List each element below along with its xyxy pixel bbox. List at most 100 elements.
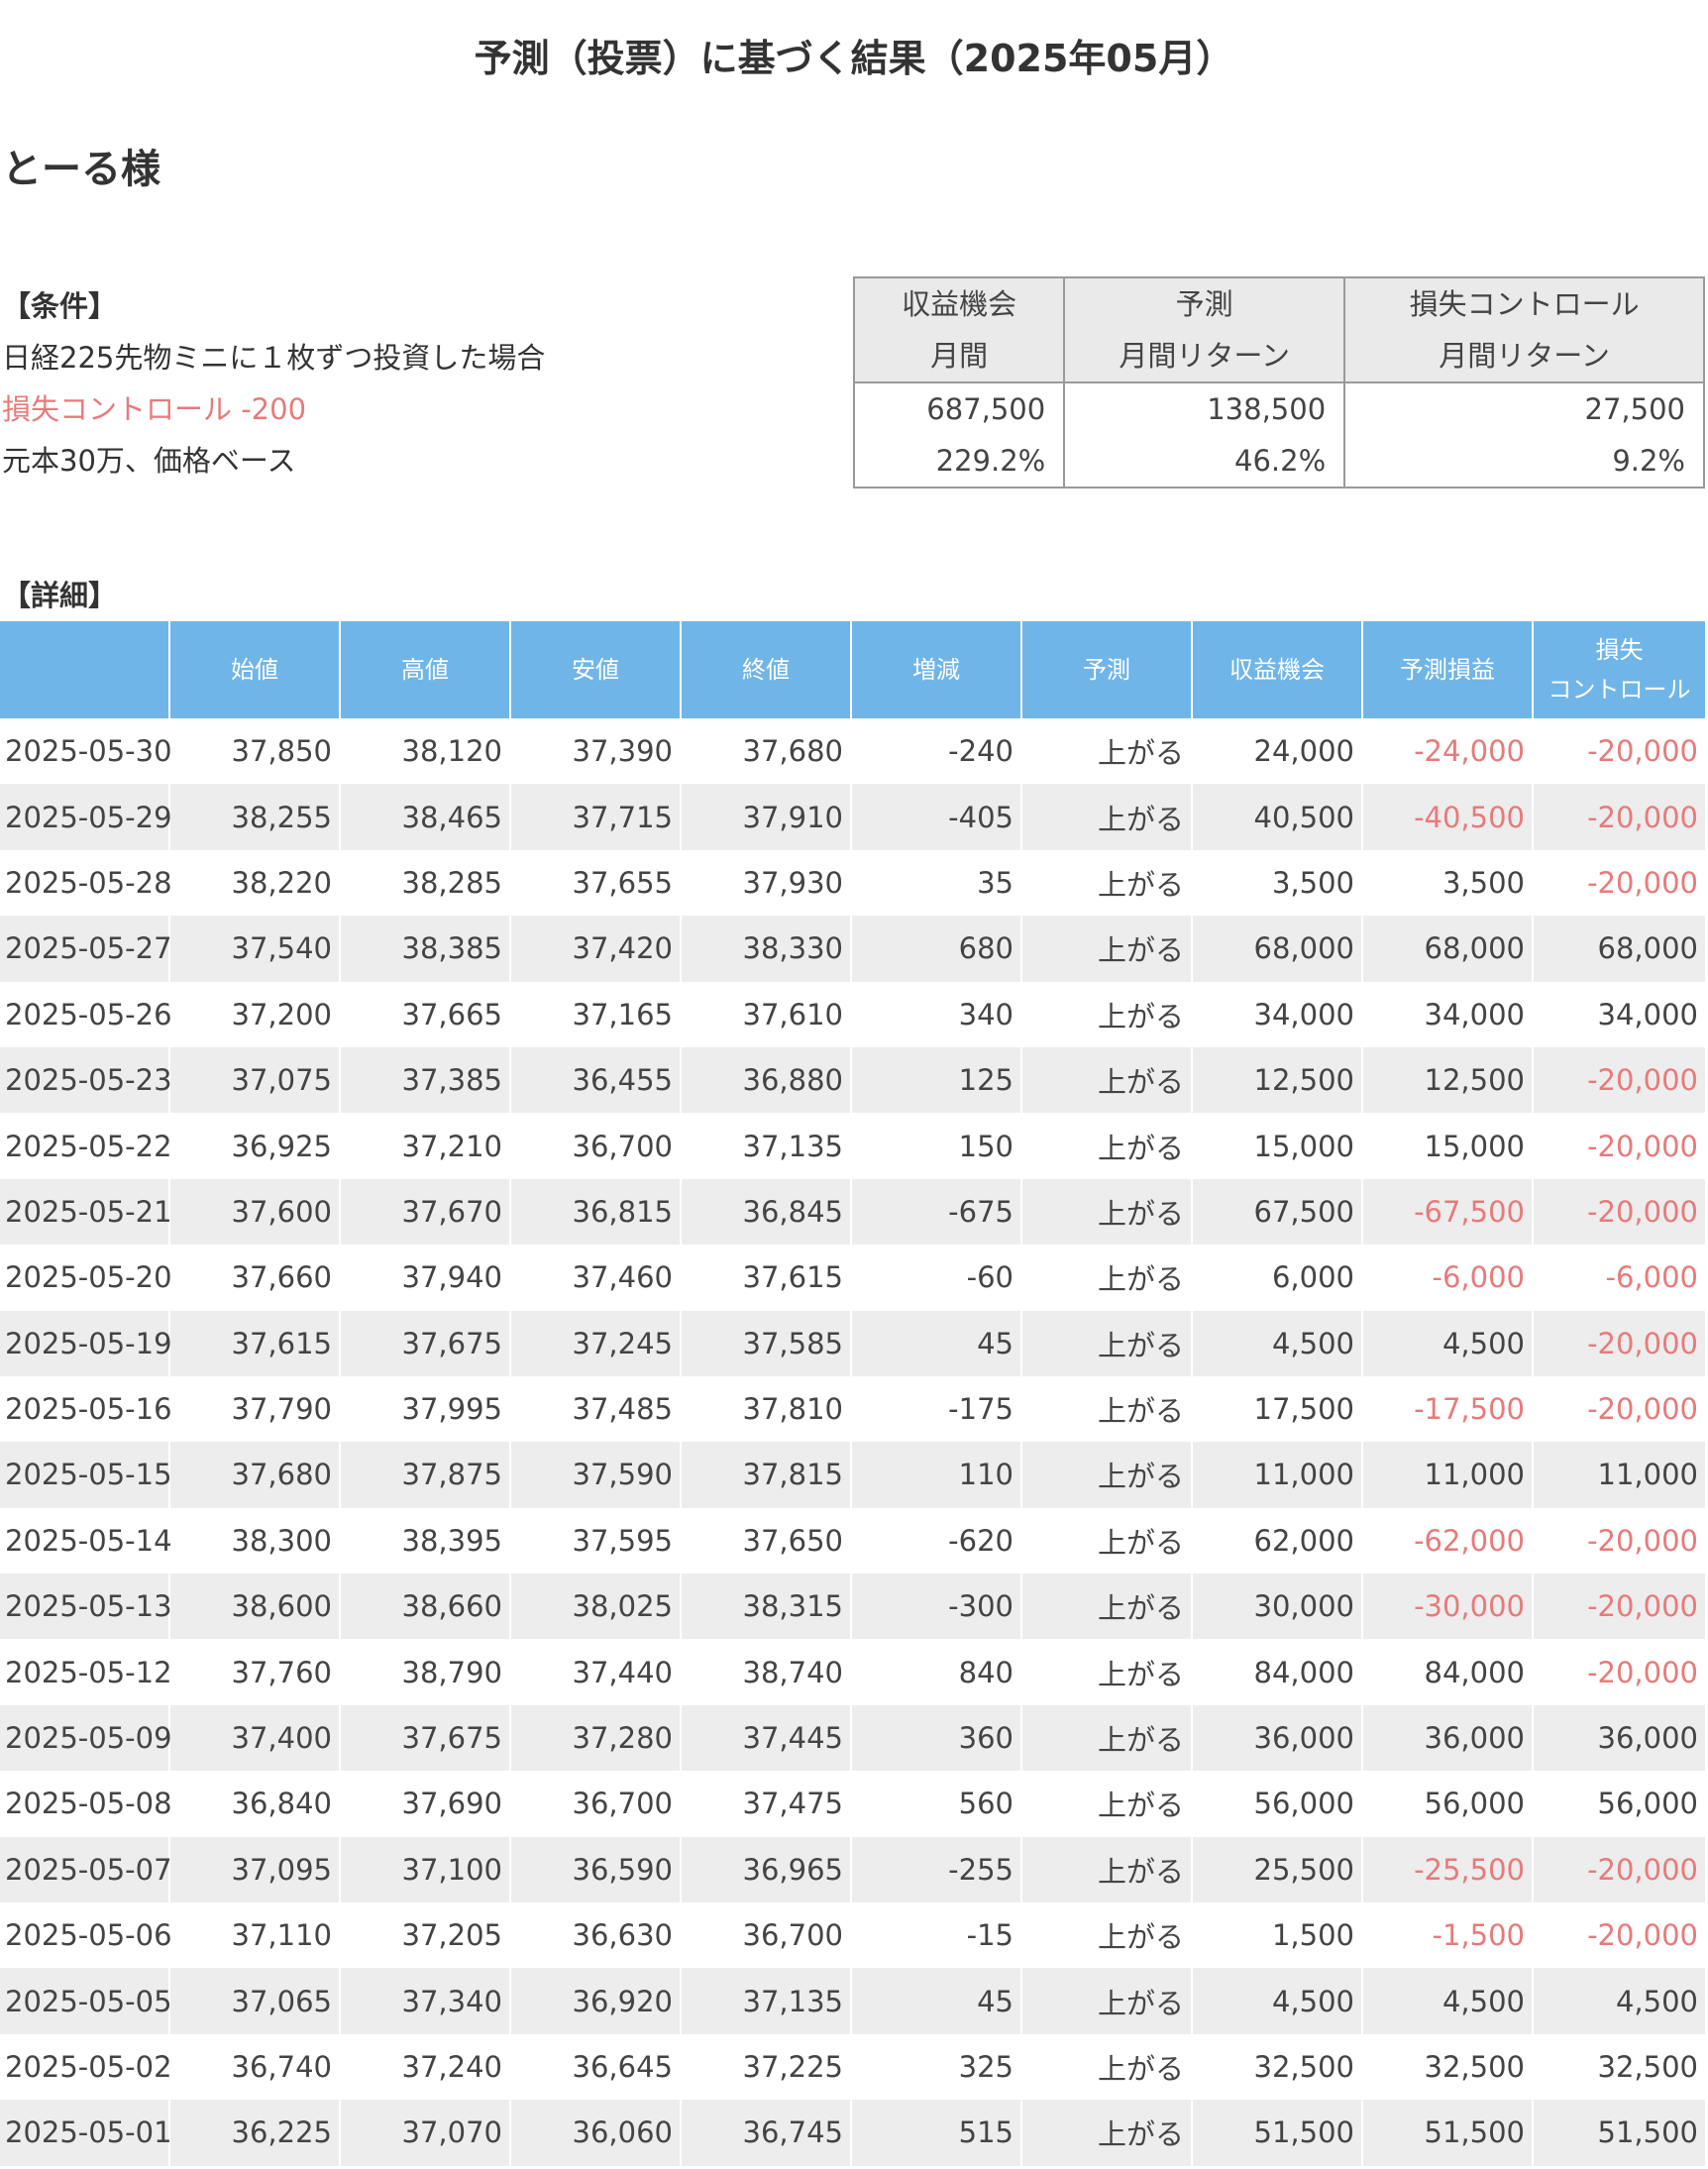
conditions-heading: 【条件】 [2,289,118,323]
table-cell: 840 [851,1639,1022,1705]
table-cell: 32,500 [1362,2033,1534,2101]
detail-body: 2025-05-30 37,850 38,120 37,390 37,680 -240 上が… [0,718,1705,2166]
column-header: 増減 [851,621,1022,718]
column-header: 終値 [681,621,852,718]
table-cell: 36,000 [1362,1704,1534,1772]
table-row: 2025-05-06 37,110 37,205 36,630 36,700 -15 上がる… [0,1902,1705,1969]
table-row: 2025-05-15 37,680 37,875 37,590 37,815 110 上がる… [0,1442,1705,1508]
table-cell: -17,500 [1362,1375,1534,1443]
table-cell: 34,000 [1192,981,1363,1047]
table-row: 2025-05-01 36,225 37,070 36,060 36,745 515 上がる… [0,2100,1705,2166]
table-cell: 36,700 [510,1771,682,1837]
table-cell: 2025-05-19 [0,1310,172,1376]
table-cell: 38,025 [510,1573,682,1640]
table-cell: 51,500 [1533,2100,1705,2166]
table-cell: 37,790 [169,1375,341,1443]
table-cell: 37,225 [681,2033,852,2101]
table-cell: 36,965 [681,1836,852,1903]
table-cell: 45 [851,1968,1022,2034]
table-cell: 37,445 [681,1704,852,1772]
condition-line-loss-control: 損失コントロール -200 [2,392,307,426]
table-cell: 51,500 [1192,2100,1363,2166]
table-cell: -240 [851,718,1022,785]
table-cell: -300 [851,1573,1022,1640]
table-cell: 110 [851,1442,1022,1508]
summary-amount: 138,500 [1063,382,1346,435]
table-cell: 325 [851,2033,1022,2101]
table-cell: 36,700 [510,1113,682,1179]
table-cell: 36,590 [510,1836,682,1903]
column-header: 高値 [340,621,511,718]
table-cell: 37,400 [169,1704,341,1772]
table-cell: -6,000 [1605,1260,1699,1295]
table-cell: 4,500 [1362,1968,1534,2034]
table-cell: 38,300 [169,1507,341,1574]
table-cell: 38,220 [169,849,341,917]
table-cell: 38,315 [681,1573,852,1640]
table-cell: 37,650 [681,1507,852,1574]
table-cell: 38,465 [340,784,511,850]
table-cell: 17,500 [1192,1375,1363,1443]
table-cell: -20,000 [1587,1523,1698,1558]
table-cell: 37,595 [510,1507,682,1574]
table-cell: 上がる [1021,2033,1193,2101]
summary-subheader: 月間リターン [1343,330,1705,383]
table-cell: 37,475 [681,1771,852,1837]
table-row: 2025-05-21 37,600 37,670 36,815 36,845 -675 上が… [0,1178,1705,1246]
column-header: 始値 [169,621,341,718]
summary-percent: 46.2% [1063,435,1346,488]
table-cell: -40,500 [1362,784,1534,850]
summary-table: 収益機会 予測 損失コントロール 月間 月間リターン 月間リターン 687,50… [852,276,1705,488]
table-cell: 37,715 [510,784,682,850]
table-cell: 37,065 [169,1968,341,2034]
table-cell: 30,000 [1192,1573,1363,1640]
table-row: 2025-05-19 37,615 37,675 37,245 37,585 45 上がる 4… [0,1310,1705,1376]
table-cell: -25,500 [1362,1836,1534,1903]
table-cell: 3,500 [1362,849,1534,917]
table-cell: 2025-05-14 [0,1507,172,1574]
table-cell: 360 [851,1704,1022,1772]
table-cell: 37,810 [681,1375,852,1443]
table-cell: -30,000 [1362,1573,1534,1640]
table-cell: -20,000 [1533,1836,1705,1903]
condition-line: 元本30万、価格ベース [2,444,296,478]
column-header: 予測損益 [1362,621,1534,718]
table-row: 2025-05-05 37,065 37,340 36,920 37,135 45 上がる 4… [0,1968,1705,2034]
table-cell: 37,385 [340,1046,511,1114]
table-cell: 38,395 [340,1507,511,1574]
table-cell: 15,000 [1192,1113,1363,1179]
table-cell: 12,500 [1362,1046,1534,1114]
column-header [0,621,170,718]
table-row: 2025-05-29 38,255 38,465 37,715 37,910 -405 上が… [0,784,1705,850]
table-cell: 515 [851,2100,1022,2166]
table-cell: -20,000 [1587,1129,1698,1163]
table-row: 2025-05-22 36,925 37,210 36,700 37,135 150 上がる… [0,1113,1705,1179]
table-cell: 37,460 [510,1245,682,1311]
condition-line: 日経225先物ミニに１枚ずつ投資した場合 [2,341,546,375]
table-cell: 上がる [1021,1113,1193,1179]
table-cell: 上がる [1021,1639,1193,1705]
table-cell: 2025-05-15 [0,1442,172,1508]
table-cell: -20,000 [1533,1178,1705,1246]
table-row: 2025-05-09 37,400 37,675 37,280 37,445 360 上がる… [0,1704,1705,1772]
table-cell: 36,645 [510,2033,682,2101]
table-cell: 上がる [1021,1968,1193,2034]
table-cell: 36,815 [510,1178,682,1246]
table-row: 2025-05-12 37,760 38,790 37,440 38,740 840 上がる… [0,1639,1705,1705]
table-cell: 37,165 [510,981,682,1047]
summary-amount: 27,500 [1343,382,1705,435]
table-cell: 340 [851,981,1022,1047]
table-row: 2025-05-16 37,790 37,995 37,485 37,810 -175 上が… [0,1375,1705,1443]
table-cell: 38,285 [340,849,511,917]
column-header: 安値 [510,621,682,718]
table-cell: 4,500 [1192,1968,1363,2034]
table-cell: 2025-05-07 [0,1836,172,1903]
table-cell: -20,000 [1587,734,1698,769]
table-cell: 上がる [1021,1902,1193,1969]
table-cell: 35 [851,849,1022,917]
table-cell: 68,000 [1533,916,1705,982]
table-cell: 560 [851,1771,1022,1837]
table-cell: -1,500 [1362,1902,1534,1969]
table-cell: 38,660 [340,1573,511,1640]
table-cell: 上がる [1021,1442,1193,1508]
